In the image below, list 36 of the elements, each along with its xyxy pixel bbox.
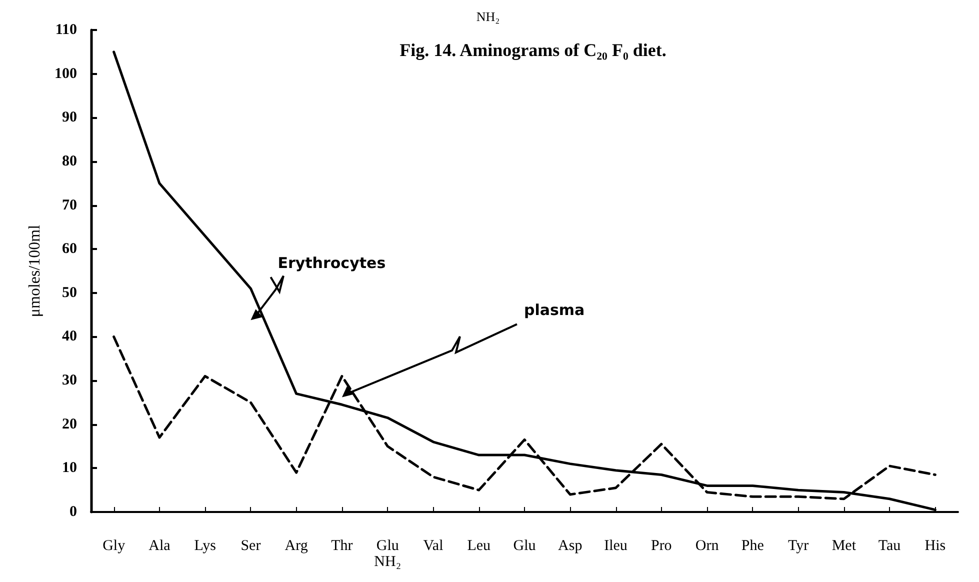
y-tick-label: 100: [54, 66, 77, 82]
text: plasma: [524, 301, 585, 320]
x-tick-label: Gly: [102, 538, 126, 554]
x-tick-label: Leu: [467, 538, 492, 554]
y-tick-label: 40: [62, 328, 77, 345]
y-tick-label: 110: [55, 22, 77, 38]
x-tick-label: Ser: [240, 538, 261, 554]
x-tick-label: Ileu: [604, 538, 628, 554]
x-tick-label: Tyr: [788, 538, 809, 554]
x-tick-label: Ala: [148, 538, 171, 554]
y-tick-label: 0: [70, 504, 77, 520]
x-tick-label: Lys: [194, 538, 216, 554]
y-tick-label: 30: [62, 372, 77, 389]
y-tick-label: 70: [62, 197, 77, 214]
y-tick-label: 10: [62, 460, 77, 476]
x-tick-label: Met: [832, 538, 857, 554]
y-tick-label: 80: [62, 153, 77, 170]
x-tick-label: Arg: [284, 538, 308, 554]
x-tick-label: Glu NH₂: [374, 538, 402, 570]
x-tick-label: Glu: [513, 538, 536, 554]
text: Erythrocytes: [278, 254, 386, 272]
x-tick-label: Val: [423, 538, 444, 554]
x-tick-label: Asp: [558, 538, 582, 554]
y-axis-title: μmoles/100ml: [26, 224, 44, 318]
y-tick-label: 50: [62, 284, 77, 301]
text: NH₂: [476, 9, 500, 24]
x-tick-label: Tau: [878, 538, 902, 554]
y-tick-label: 90: [62, 110, 77, 126]
x-tick-label: His: [924, 538, 946, 554]
y-tick-label: 60: [62, 241, 77, 258]
y-tick-label: 20: [62, 416, 77, 432]
x-tick-label: Thr: [331, 538, 353, 554]
text: Fig. 14. Aminograms of C₂₀ F₀ diet.: [400, 40, 666, 60]
x-tick-label: Pro: [650, 538, 672, 554]
x-tick-label: Orn: [695, 538, 720, 554]
x-tick-label: Phe: [741, 538, 764, 554]
